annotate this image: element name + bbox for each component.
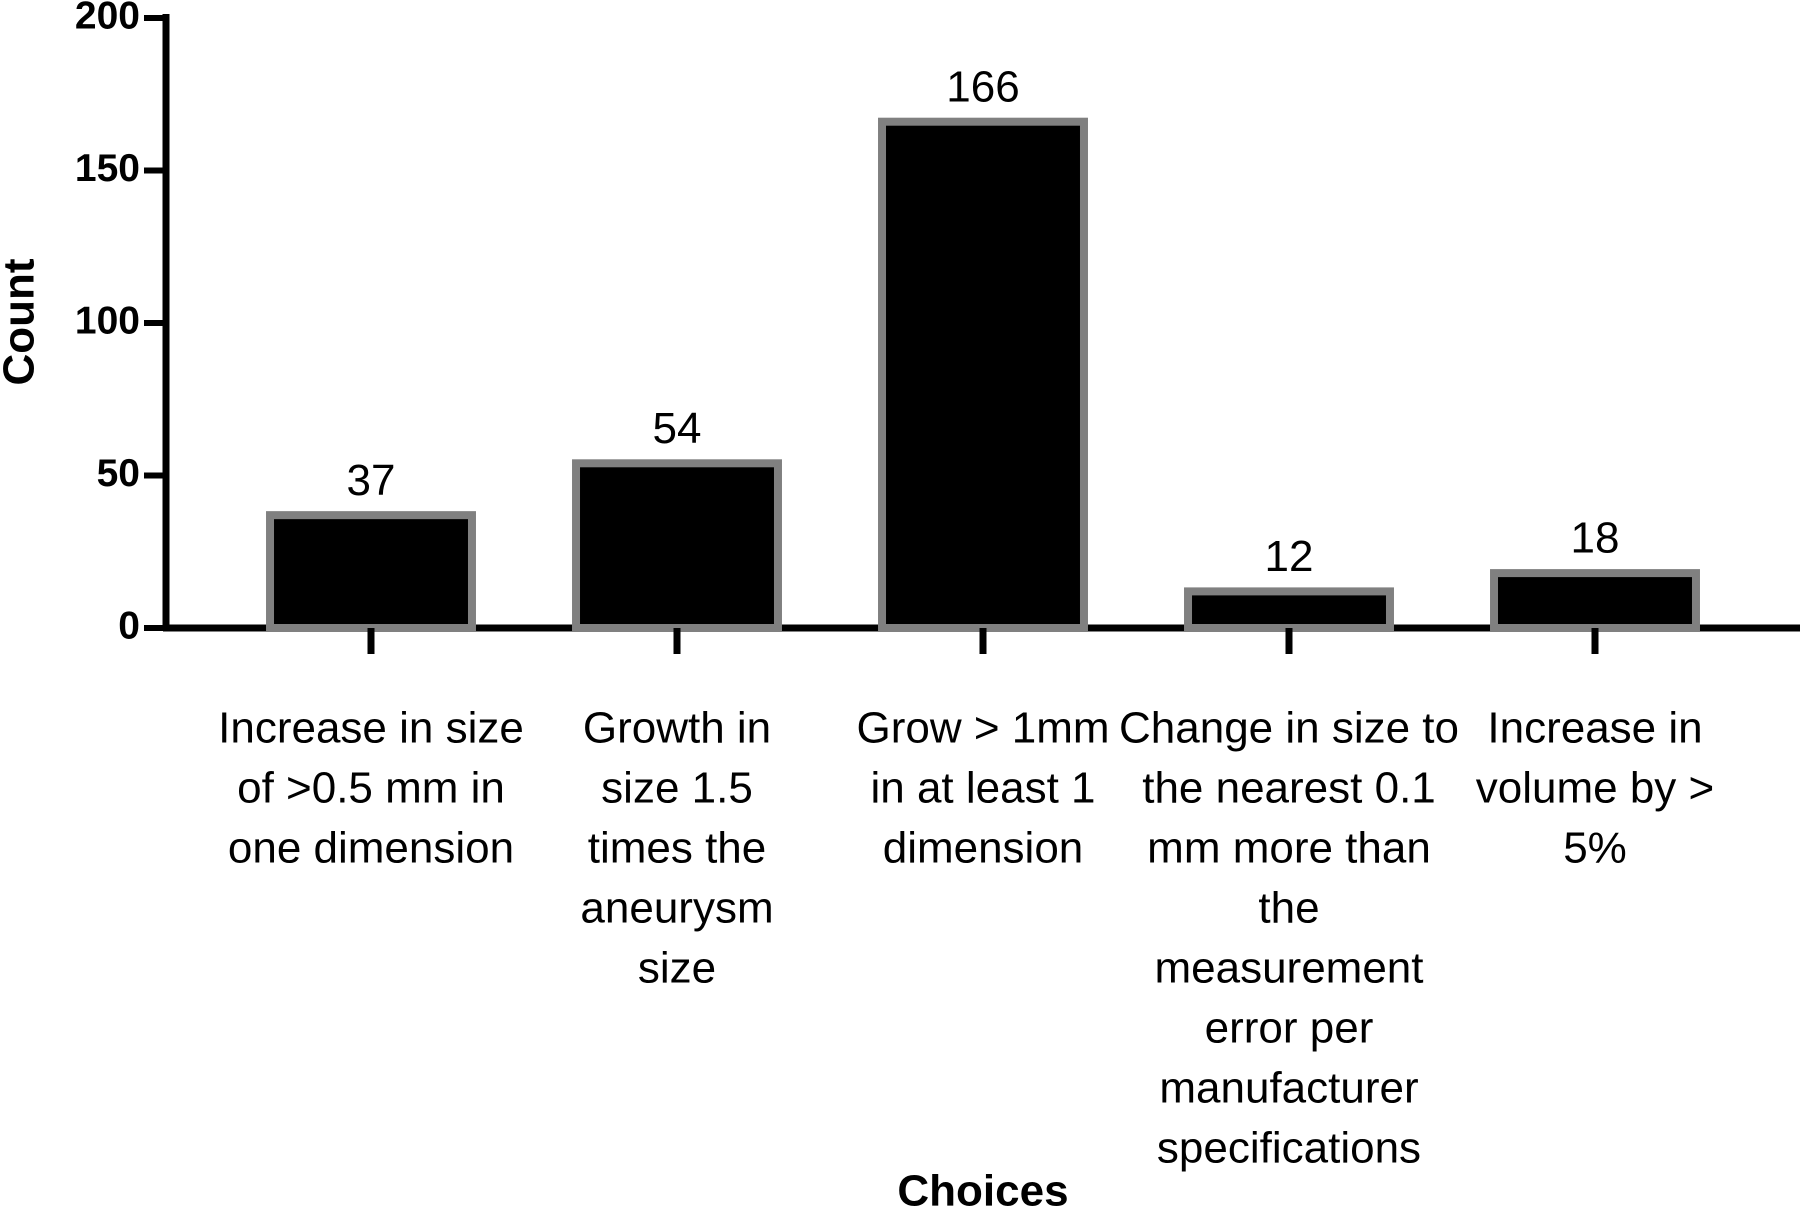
x-tick-label: mm more than: [1147, 824, 1431, 873]
x-tick-label: 5%: [1563, 824, 1627, 873]
y-tick-label: 200: [75, 0, 140, 37]
x-tick-label: Growth in: [583, 704, 771, 753]
y-tick-label: 0: [118, 604, 140, 647]
x-tick-label: volume by >: [1476, 764, 1714, 813]
x-axis-title: Choices: [897, 1167, 1068, 1215]
x-tick-label: specifications: [1157, 1124, 1421, 1173]
value-label: 37: [347, 456, 396, 505]
x-tick-label: Grow > 1mm: [856, 704, 1109, 753]
x-tick-label: aneurysm: [580, 884, 773, 933]
x-tick-label: one dimension: [228, 824, 514, 873]
x-tick-label: of >0.5 mm in: [237, 764, 505, 813]
bar: [266, 511, 476, 633]
y-axis-title: Count: [0, 258, 44, 385]
x-tick-label: times the: [588, 824, 767, 873]
x-tick-label: dimension: [883, 824, 1084, 873]
x-tick-label: manufacturer: [1159, 1064, 1418, 1113]
x-tick-label: measurement: [1154, 944, 1423, 993]
x-tick-label: Increase in: [1487, 704, 1702, 753]
bar: [878, 117, 1088, 632]
y-tick-label: 150: [75, 147, 140, 190]
bar: [1184, 587, 1394, 633]
y-tick-label: 50: [97, 452, 140, 495]
x-tick-label: size: [638, 944, 716, 993]
x-tick-label: the: [1258, 884, 1319, 933]
x-tick-label: error per: [1205, 1004, 1374, 1053]
x-tick-label: Increase in size: [218, 704, 524, 753]
value-label: 54: [653, 404, 702, 453]
value-label: 18: [1571, 514, 1620, 563]
bar: [1490, 569, 1700, 632]
value-label: 166: [946, 62, 1019, 111]
x-tick-label: in at least 1: [870, 764, 1095, 813]
x-tick-label: Change in size to: [1119, 704, 1459, 753]
y-tick-label: 100: [75, 299, 140, 342]
x-tick-label: size 1.5: [601, 764, 753, 813]
bar: [572, 459, 782, 632]
x-tick-label: the nearest 0.1: [1142, 764, 1436, 813]
value-label: 12: [1265, 532, 1314, 581]
